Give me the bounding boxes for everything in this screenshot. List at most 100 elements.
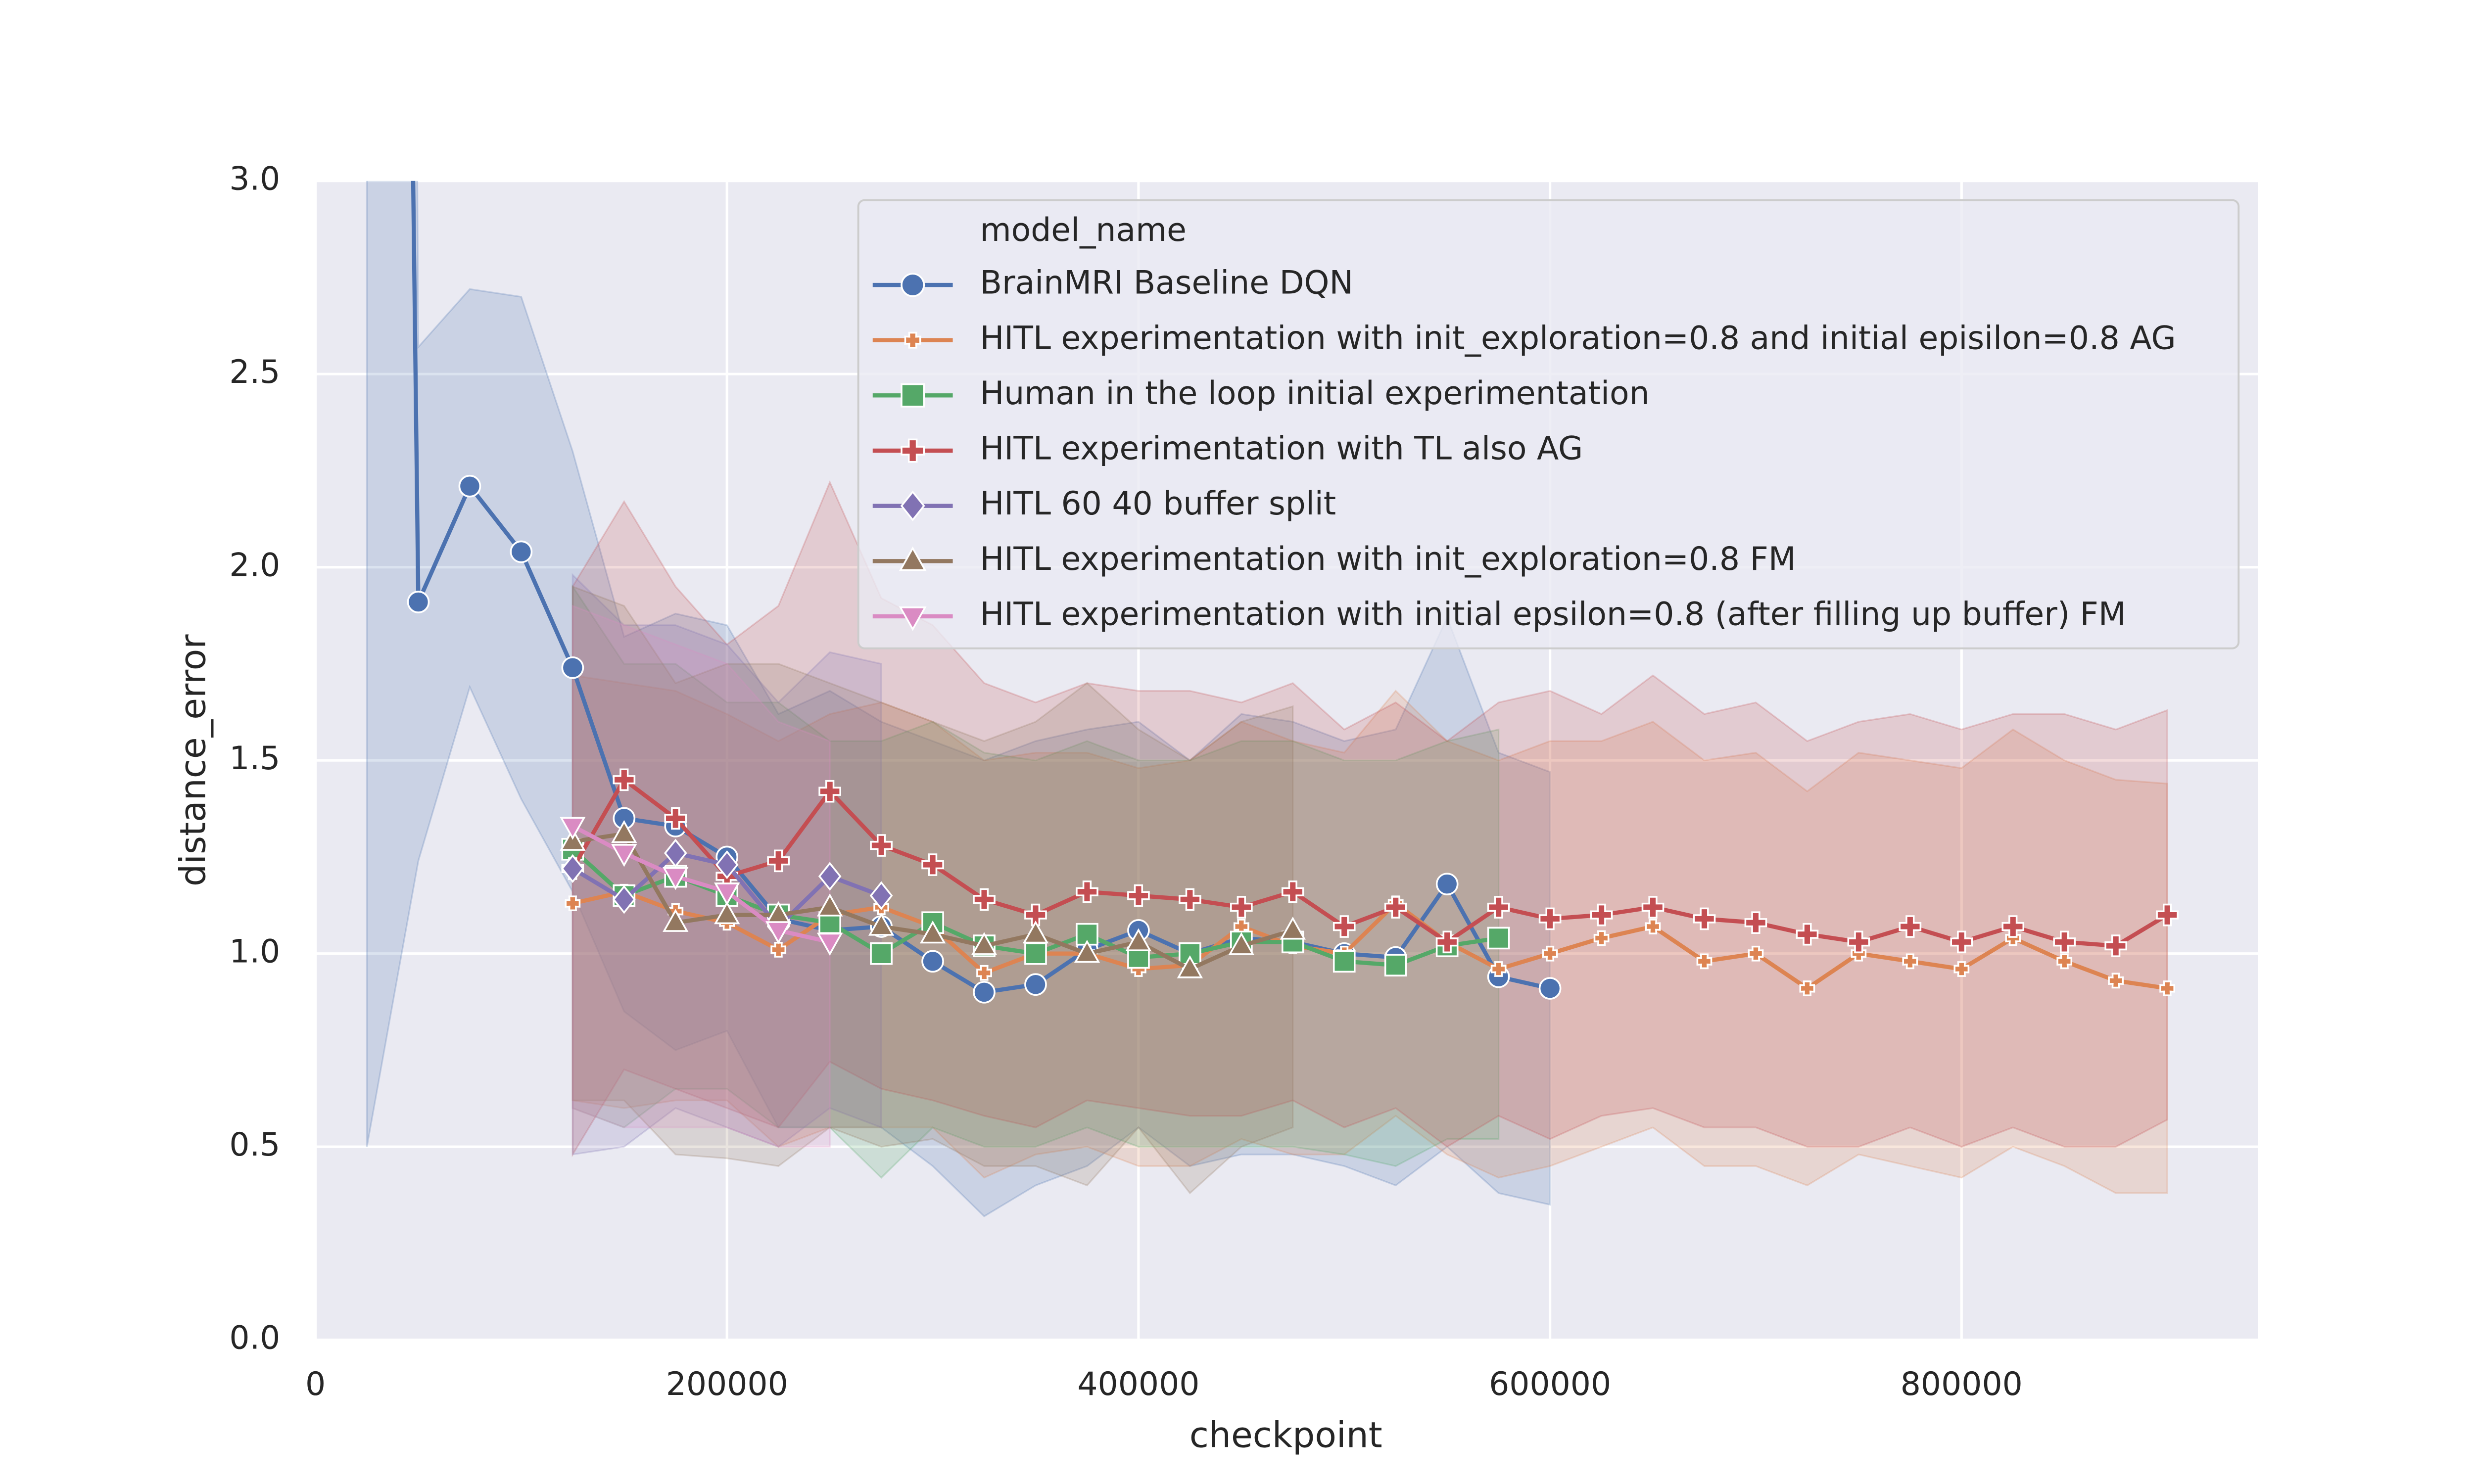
- legend-marker: [900, 490, 925, 521]
- data-point: [2156, 903, 2179, 927]
- data-point: [561, 854, 584, 883]
- data-point: [1748, 945, 1764, 962]
- y-axis-label: distance_error: [172, 634, 213, 886]
- data-point: [921, 950, 944, 973]
- data-point: [611, 820, 637, 843]
- data-point: [663, 867, 689, 890]
- data-point: [1384, 896, 1407, 919]
- data-point: [1125, 928, 1152, 951]
- data-point: [611, 844, 637, 867]
- data-point: [715, 850, 739, 880]
- data-point: [1796, 923, 1819, 946]
- legend-label: HITL 60 40 buffer split: [980, 485, 1336, 522]
- data-point: [2108, 973, 2124, 989]
- data-point: [613, 807, 636, 830]
- legend-marker: [899, 546, 927, 571]
- data-point: [1228, 932, 1255, 955]
- data-point: [1024, 942, 1047, 965]
- confidence-band: [571, 584, 1500, 1179]
- data-point: [2104, 934, 2127, 957]
- data-point: [1590, 903, 1613, 927]
- data-point: [816, 932, 843, 956]
- x-tick-label: 600000: [1489, 1366, 1611, 1403]
- y-tick-label: 0.5: [229, 1126, 280, 1163]
- data-point: [664, 807, 687, 830]
- data-point: [971, 932, 998, 955]
- data-point: [1280, 917, 1306, 940]
- data-point: [1645, 919, 1661, 934]
- legend-label: HITL experimentation with init_explorati…: [980, 541, 1796, 578]
- data-point: [767, 849, 790, 873]
- data-point: [1024, 973, 1047, 996]
- data-point: [973, 981, 996, 1004]
- data-point: [561, 656, 584, 679]
- confidence-band: [571, 674, 2168, 1194]
- data-point: [1024, 903, 1047, 927]
- legend-label: BrainMRI Baseline DQN: [980, 265, 1353, 302]
- data-point: [664, 838, 687, 868]
- data-point: [1179, 888, 1201, 911]
- data-point: [1899, 915, 1922, 938]
- data-point: [1542, 945, 1558, 962]
- y-tick-label: 2.0: [229, 547, 280, 584]
- data-point: [1332, 950, 1356, 973]
- data-point: [919, 920, 946, 944]
- legend-marker: [899, 606, 927, 631]
- y-tick-label: 1.5: [229, 740, 280, 777]
- data-point: [1487, 896, 1510, 919]
- data-point: [868, 913, 895, 936]
- data-point: [1693, 907, 1716, 930]
- data-point: [1074, 939, 1100, 963]
- data-point: [1744, 911, 1767, 934]
- lines: [407, 181, 2179, 1004]
- legend-box: [857, 199, 2240, 649]
- legend-label: HITL experimentation with initial epsilo…: [980, 596, 2126, 633]
- x-tick-label: 0: [305, 1366, 326, 1403]
- data-point: [869, 881, 893, 910]
- data-point: [1696, 953, 1713, 970]
- data-point: [407, 591, 430, 613]
- data-point: [612, 885, 636, 914]
- data-point: [1953, 961, 1970, 977]
- confidence-band: [571, 585, 1294, 1195]
- data-point: [510, 540, 533, 563]
- data-point: [870, 834, 893, 857]
- confidence-band: [366, 181, 1551, 1217]
- data-point: [976, 965, 992, 981]
- legend-marker: [901, 273, 925, 297]
- data-point: [921, 853, 944, 876]
- confidence-band: [571, 604, 831, 1148]
- y-tick-label: 2.5: [229, 354, 280, 391]
- data-point: [770, 942, 787, 958]
- legend-marker: [904, 331, 921, 349]
- legend-marker: [901, 383, 925, 408]
- data-point: [973, 888, 996, 911]
- data-point: [1538, 977, 1562, 1000]
- legend-label: HITL experimentation with init_explorati…: [980, 320, 2176, 357]
- x-tick-label: 200000: [666, 1366, 788, 1403]
- data-point: [2056, 953, 2073, 970]
- data-point: [1435, 873, 1459, 895]
- data-point: [765, 921, 792, 944]
- y-tick-label: 3.0: [229, 160, 280, 197]
- data-point: [613, 768, 636, 791]
- ticks: 0 200000 400000 600000 800000 0.0 0.5 1.0 1.5 2.0…: [229, 160, 2022, 1403]
- x-axis-label: checkpoint: [1189, 1415, 1382, 1456]
- data-point: [714, 901, 740, 925]
- legend-title: model_name: [980, 212, 1187, 249]
- data-point: [1127, 884, 1150, 907]
- data-point: [818, 780, 841, 803]
- data-point: [663, 909, 689, 932]
- data-point: [1641, 896, 1665, 919]
- data-point: [1950, 930, 1973, 954]
- data-point: [2001, 915, 2025, 938]
- x-tick-label: 800000: [1901, 1366, 2023, 1403]
- data-point: [818, 862, 842, 891]
- data-point: [1902, 953, 1918, 970]
- data-point: [1076, 880, 1098, 903]
- data-point: [1230, 896, 1253, 919]
- data-point: [1281, 880, 1304, 903]
- data-point: [1435, 930, 1459, 954]
